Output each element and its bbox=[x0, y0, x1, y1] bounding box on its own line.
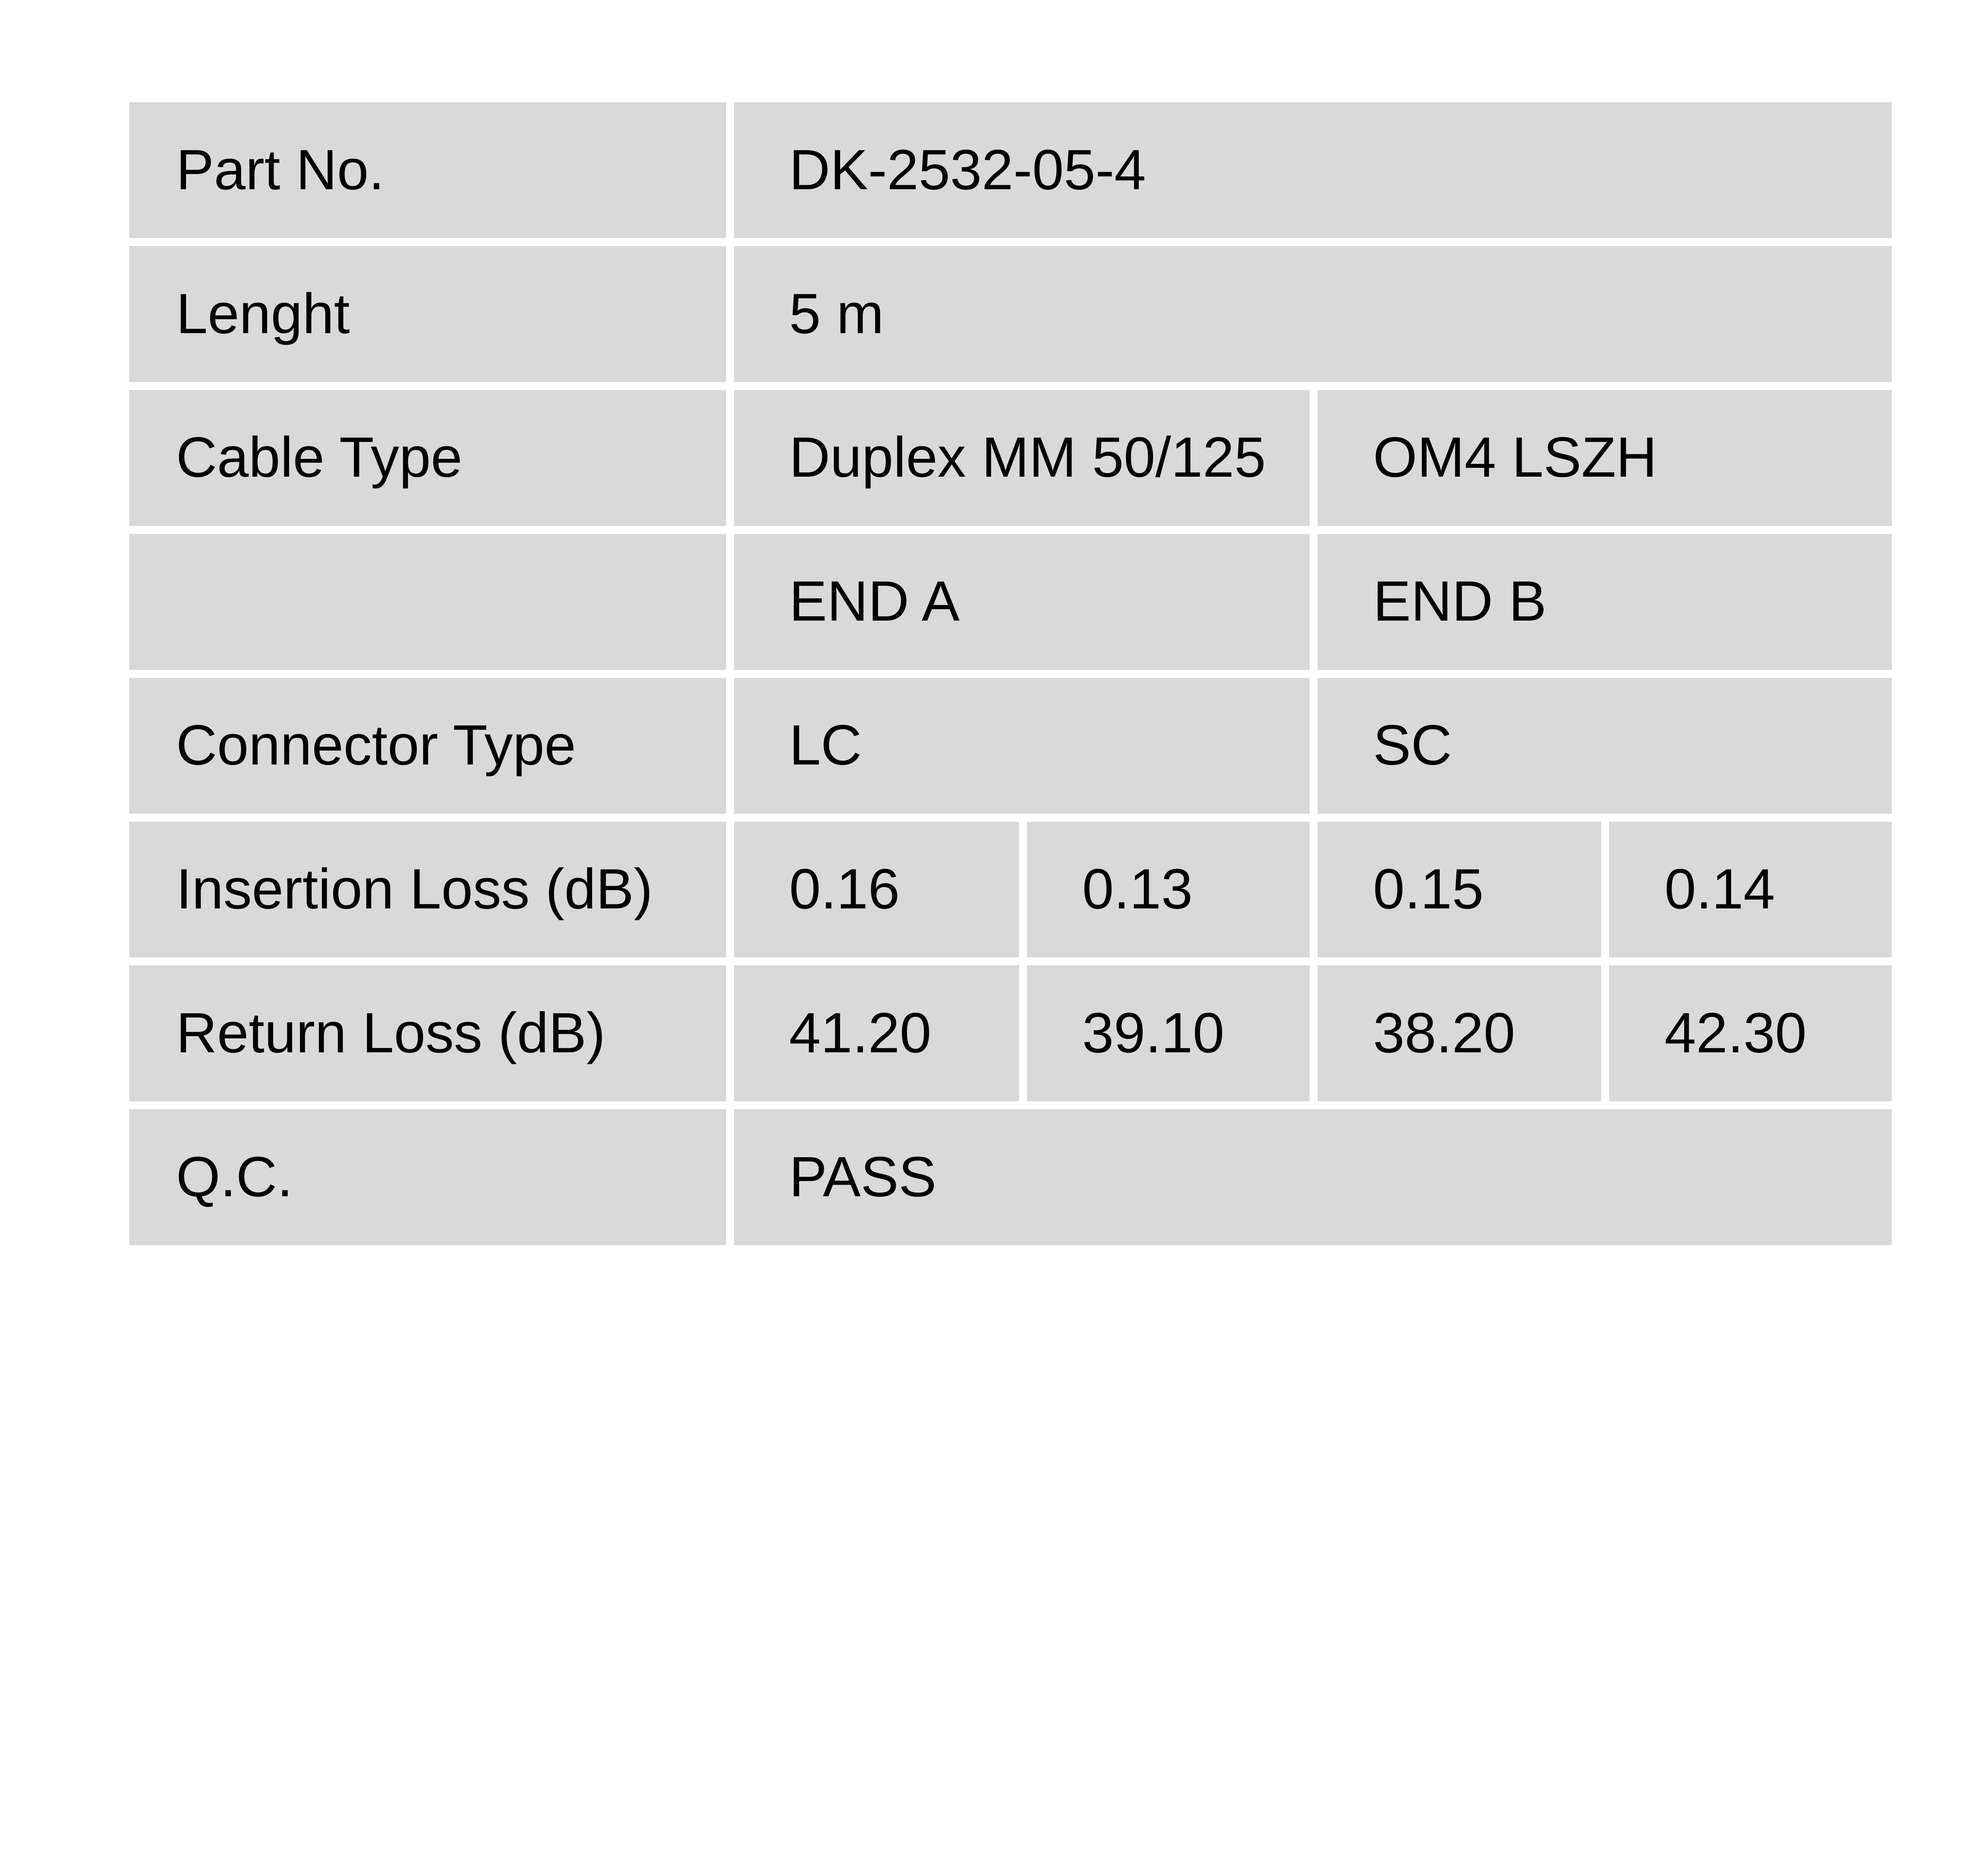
cable-type-value-b-cell: OM4 LSZH bbox=[1318, 390, 1892, 526]
connector-type-a-cell: LC bbox=[734, 677, 1310, 814]
qc-label-cell: Q.C. bbox=[129, 1109, 726, 1246]
end-a-header-cell: END A bbox=[734, 534, 1310, 670]
connector-type-label-cell: Connector Type bbox=[129, 677, 726, 814]
return-loss-a1-cell: 41.20 bbox=[734, 965, 1019, 1102]
return-loss-a2-cell: 39.10 bbox=[1027, 965, 1310, 1102]
part-no-value-cell: DK-2532-05-4 bbox=[734, 102, 1892, 239]
insertion-loss-b1-cell: 0.15 bbox=[1318, 821, 1601, 958]
return-loss-label-cell: Return Loss (dB) bbox=[129, 965, 726, 1102]
insertion-loss-a2-cell: 0.13 bbox=[1027, 821, 1310, 958]
length-value-cell: 5 m bbox=[734, 246, 1892, 382]
end-header-empty-cell bbox=[129, 534, 726, 670]
part-no-label-cell: Part No. bbox=[129, 102, 726, 239]
insertion-loss-a1-cell: 0.16 bbox=[734, 821, 1019, 958]
length-label-cell: Lenght bbox=[129, 246, 726, 382]
connector-type-b-cell: SC bbox=[1318, 677, 1892, 814]
insertion-loss-label-cell: Insertion Loss (dB) bbox=[129, 821, 726, 958]
qc-spec-sheet: Part No. DK-2532-05-4 Lenght 5 m Cable T… bbox=[129, 102, 1892, 1246]
return-loss-b2-cell: 42.30 bbox=[1609, 965, 1892, 1102]
end-b-header-cell: END B bbox=[1318, 534, 1892, 670]
insertion-loss-b2-cell: 0.14 bbox=[1609, 821, 1892, 958]
qc-value-cell: PASS bbox=[734, 1109, 1892, 1246]
cable-type-value-a-cell: Duplex MM 50/125 bbox=[734, 390, 1310, 526]
cable-type-label-cell: Cable Type bbox=[129, 390, 726, 526]
cable-spec-table: Part No. DK-2532-05-4 Lenght 5 m Cable T… bbox=[129, 102, 1892, 1246]
return-loss-b1-cell: 38.20 bbox=[1318, 965, 1601, 1102]
